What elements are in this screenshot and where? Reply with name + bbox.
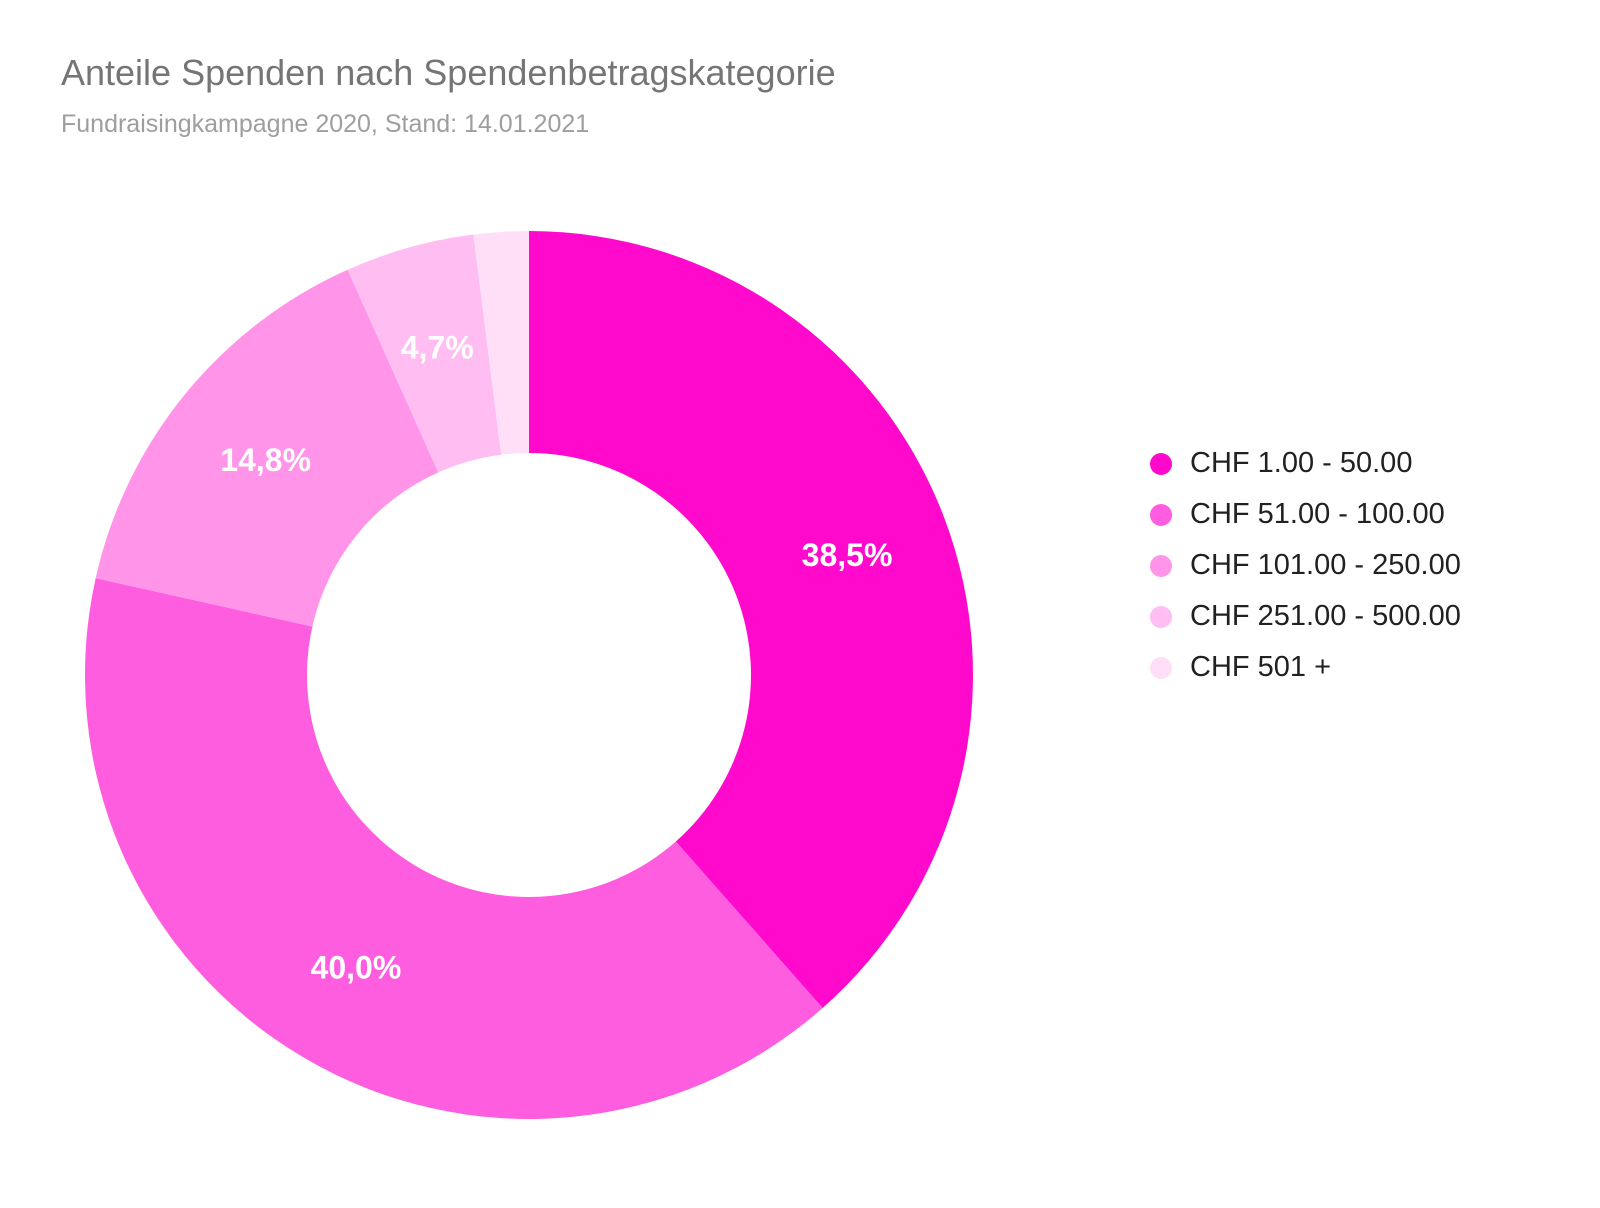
legend-label: CHF 501 + (1190, 651, 1332, 683)
slice-value-label: 4,7% (401, 330, 474, 366)
slice-value-label: 40,0% (311, 950, 402, 986)
chart-legend: CHF 1.00 - 50.00 CHF 51.00 - 100.00 CHF … (1150, 438, 1461, 693)
legend-item[interactable]: CHF 51.00 - 100.00 (1150, 489, 1461, 540)
donut-slice[interactable] (95, 269, 439, 627)
donut-slice[interactable] (347, 234, 502, 473)
legend-item[interactable]: CHF 101.00 - 250.00 (1150, 540, 1461, 591)
chart-subtitle: Fundraisingkampagne 2020, Stand: 14.01.2… (61, 110, 590, 138)
legend-label: CHF 1.00 - 50.00 (1190, 447, 1413, 479)
legend-marker (1150, 503, 1172, 526)
donut-chart: 38,5% 40,0% 14,8% 4,7% (84, 231, 974, 1119)
chart-title: Anteile Spenden nach Spendenbetragskateg… (61, 52, 836, 93)
legend-marker (1150, 605, 1172, 628)
legend-item[interactable]: CHF 501 + (1150, 642, 1461, 693)
legend-marker (1150, 554, 1172, 577)
legend-marker (1150, 656, 1172, 679)
donut-slice[interactable] (473, 231, 529, 455)
donut-slice[interactable] (529, 231, 974, 1009)
donut-slice[interactable] (84, 578, 823, 1119)
slice-value-label: 14,8% (220, 442, 311, 478)
legend-item[interactable]: CHF 1.00 - 50.00 (1150, 438, 1461, 489)
legend-label: CHF 101.00 - 250.00 (1190, 549, 1461, 581)
legend-item[interactable]: CHF 251.00 - 500.00 (1150, 591, 1461, 642)
slice-value-label: 38,5% (802, 537, 893, 573)
legend-marker (1150, 452, 1172, 475)
legend-label: CHF 51.00 - 100.00 (1190, 498, 1445, 530)
legend-label: CHF 251.00 - 500.00 (1190, 600, 1461, 632)
